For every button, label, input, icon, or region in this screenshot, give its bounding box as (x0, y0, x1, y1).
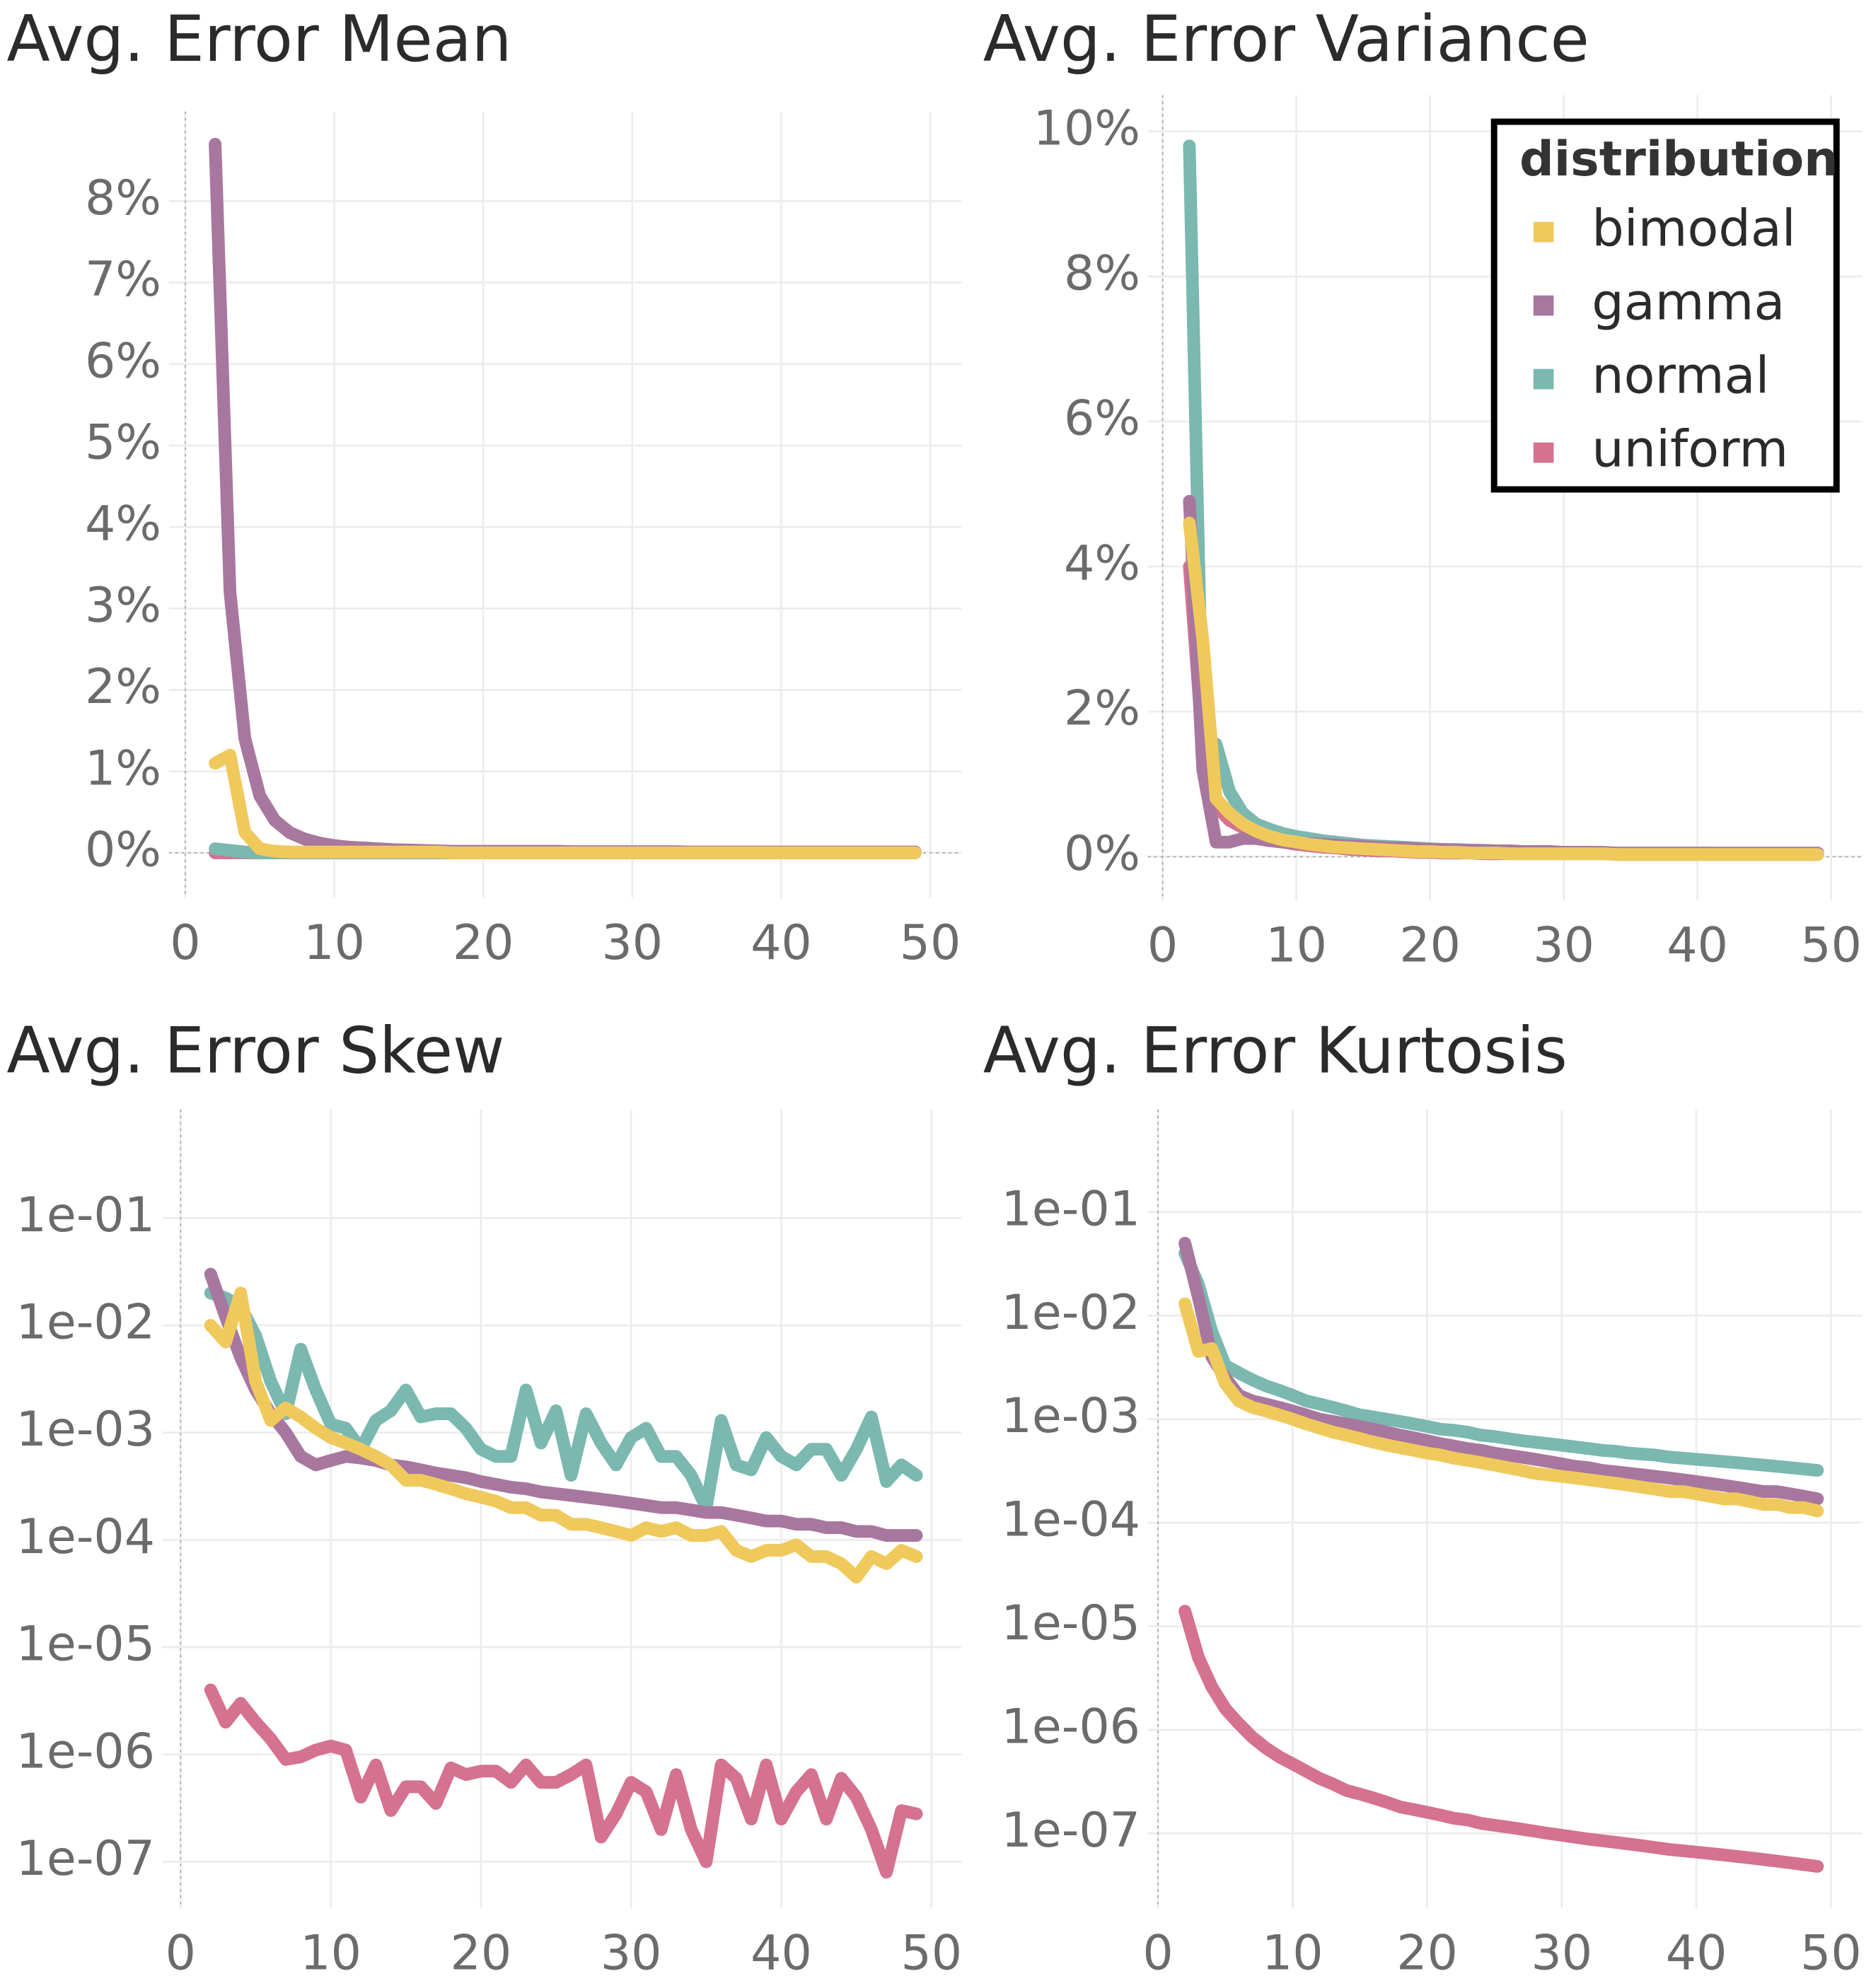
y-tick-label: 1e-02 (1002, 1285, 1140, 1341)
y-tick-label: 2% (85, 659, 161, 715)
data-line (1178, 1247, 1824, 1477)
x-tick-label: 20 (451, 1926, 512, 1982)
y-tick-label: 1e-06 (1002, 1699, 1140, 1755)
data-line (1183, 560, 1824, 861)
x-tick-label: 20 (1399, 918, 1461, 974)
x-tick-label: 10 (1265, 918, 1327, 974)
data-line (1178, 1236, 1824, 1506)
x-tick-label: 10 (303, 915, 365, 971)
legend-title: distribution (1519, 132, 1838, 187)
data-line (209, 137, 922, 859)
chart-title: Avg. Error Skew (6, 1015, 504, 1088)
legend-swatch (1533, 442, 1554, 463)
y-tick-label: 0% (1064, 826, 1140, 882)
legend-label: gamma (1592, 272, 1785, 332)
legend-swatch (1533, 368, 1554, 390)
x-tick-label: 0 (1142, 1926, 1173, 1982)
y-tick-label: 1% (85, 740, 161, 796)
x-tick-label: 30 (1531, 1926, 1592, 1982)
y-tick-label: 3% (85, 578, 161, 634)
data-line (209, 748, 922, 859)
legend-label: uniform (1592, 419, 1788, 479)
chart-title: Avg. Error Mean (6, 3, 511, 76)
legend-swatch (1533, 295, 1554, 316)
chart-title: Avg. Error Variance (983, 3, 1589, 76)
x-tick-label: 10 (300, 1926, 361, 1982)
data-line (204, 1286, 923, 1583)
y-tick-label: 1e-07 (1002, 1803, 1140, 1859)
x-tick-label: 50 (900, 915, 961, 971)
data-line (1183, 494, 1824, 860)
data-line (204, 1286, 923, 1514)
x-tick-label: 40 (751, 915, 812, 971)
x-tick-label: 40 (1666, 1926, 1727, 1982)
data-line (1183, 516, 1824, 861)
data-line (1178, 1297, 1824, 1518)
x-tick-label: 50 (900, 1926, 962, 1982)
legend-label: normal (1592, 346, 1769, 405)
x-tick-label: 10 (1262, 1926, 1323, 1982)
x-tick-label: 30 (601, 915, 663, 971)
x-tick-label: 40 (1667, 918, 1728, 974)
x-tick-label: 30 (1533, 918, 1594, 974)
y-tick-label: 8% (1064, 245, 1140, 301)
y-tick-label: 2% (1064, 681, 1140, 737)
x-tick-label: 0 (1147, 918, 1178, 974)
y-tick-label: 0% (85, 822, 161, 878)
y-tick-label: 1e-01 (16, 1187, 155, 1243)
y-tick-label: 1e-02 (16, 1295, 155, 1351)
x-tick-label: 0 (166, 1926, 196, 1982)
y-tick-label: 6% (85, 333, 161, 389)
y-tick-label: 4% (1064, 536, 1140, 592)
y-tick-label: 8% (85, 170, 161, 226)
y-tick-label: 1e-07 (16, 1831, 155, 1887)
y-tick-label: 1e-05 (1002, 1595, 1140, 1651)
x-tick-label: 40 (751, 1926, 812, 1982)
y-tick-label: 6% (1064, 391, 1140, 447)
x-tick-label: 30 (601, 1926, 662, 1982)
legend-swatch (1533, 221, 1554, 243)
y-tick-label: 1e-06 (16, 1723, 155, 1779)
data-line (204, 1267, 923, 1542)
y-tick-label: 1e-04 (16, 1509, 155, 1565)
y-tick-label: 1e-03 (1002, 1388, 1140, 1444)
x-tick-label: 20 (453, 915, 514, 971)
x-tick-label: 50 (1800, 1926, 1862, 1982)
x-tick-label: 0 (170, 915, 200, 971)
y-tick-label: 10% (1033, 100, 1140, 156)
data-line (1178, 1605, 1824, 1873)
y-tick-label: 1e-03 (16, 1402, 155, 1458)
y-tick-label: 1e-01 (1002, 1181, 1140, 1237)
y-tick-label: 4% (85, 496, 161, 552)
chart-title: Avg. Error Kurtosis (983, 1015, 1568, 1088)
y-tick-label: 1e-04 (1002, 1492, 1140, 1548)
x-tick-label: 50 (1800, 918, 1862, 974)
y-tick-label: 5% (85, 415, 161, 471)
legend-label: bimodal (1592, 199, 1795, 258)
y-tick-label: 7% (85, 252, 161, 308)
y-tick-label: 1e-05 (16, 1617, 155, 1673)
data-line (204, 1683, 923, 1879)
x-tick-label: 20 (1396, 1926, 1458, 1982)
